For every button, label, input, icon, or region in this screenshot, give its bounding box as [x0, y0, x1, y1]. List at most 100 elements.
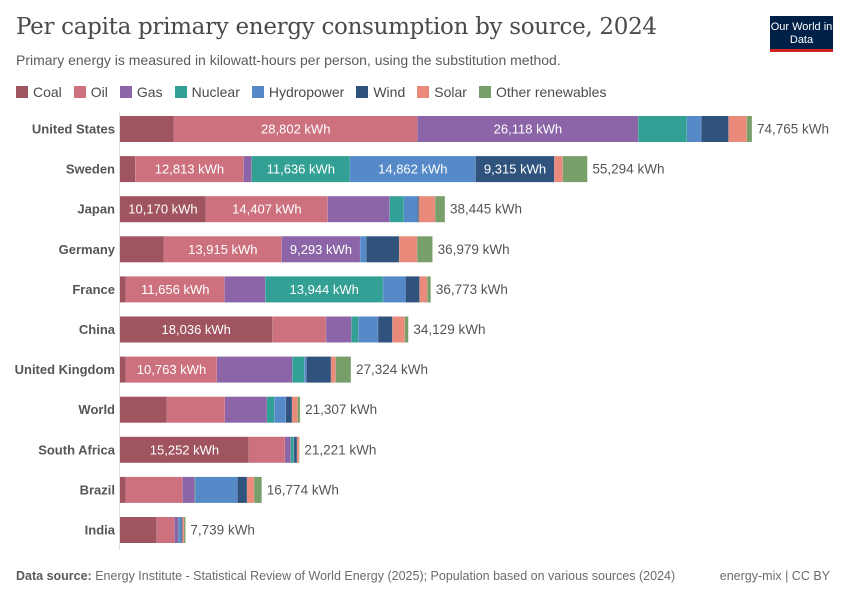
bar-segment-solar[interactable]: [554, 156, 563, 183]
bar-segment-solar[interactable]: [728, 116, 747, 142]
bar-segment-gas[interactable]: [327, 196, 390, 223]
bar-segment-coal[interactable]: [120, 436, 249, 463]
bar-segment-wind[interactable]: [237, 476, 248, 503]
data-source: Data source: Energy Institute - Statisti…: [16, 569, 675, 583]
bar-segment-oil[interactable]: [156, 517, 175, 543]
bar-segment-wind[interactable]: [378, 316, 393, 343]
bar-segment-gas[interactable]: [182, 476, 195, 503]
bar-segment-gas[interactable]: [216, 356, 293, 383]
bar-segment-coal[interactable]: [120, 116, 175, 142]
segment-value-label: 10,763 kWh: [137, 362, 206, 377]
bar-segment-oil[interactable]: [164, 236, 282, 263]
bar-segment-oil[interactable]: [248, 436, 286, 463]
bar-segment-gas[interactable]: [224, 276, 266, 303]
bar-segment-other[interactable]: [184, 517, 186, 543]
bar-segment-other[interactable]: [562, 156, 588, 183]
bar-segment-other[interactable]: [435, 196, 445, 223]
bar-segment-solar[interactable]: [331, 356, 336, 383]
bar-segment-hydro[interactable]: [195, 476, 238, 503]
bar-segment-hydro[interactable]: [179, 517, 182, 543]
bar-segment-coal[interactable]: [120, 356, 127, 383]
owid-logo[interactable]: Our World in Data: [770, 16, 833, 52]
bar-segment-nuclear[interactable]: [251, 156, 351, 183]
legend-item-wind[interactable]: Wind: [356, 84, 405, 100]
bar-segment-other[interactable]: [746, 116, 752, 142]
bar-segment-wind[interactable]: [417, 196, 419, 223]
bar-segment-hydro[interactable]: [686, 116, 702, 142]
bar-segment-wind[interactable]: [286, 396, 293, 423]
legend-item-hydro[interactable]: Hydropower: [251, 84, 344, 100]
bar-segment-coal[interactable]: [120, 316, 273, 343]
legend-item-gas[interactable]: Gas: [119, 84, 163, 100]
total-value-label: 38,445 kWh: [450, 202, 522, 217]
bar-segment-wind[interactable]: [181, 517, 183, 543]
bar-segment-gas[interactable]: [224, 396, 268, 423]
bar-segment-oil[interactable]: [126, 276, 225, 303]
legend-item-solar[interactable]: Solar: [417, 84, 467, 100]
bar-segment-solar[interactable]: [399, 236, 418, 263]
bar-segment-nuclear[interactable]: [290, 436, 294, 463]
bar-segment-nuclear[interactable]: [638, 116, 687, 142]
bar-segment-coal[interactable]: [120, 396, 167, 423]
bar-segment-hydro[interactable]: [304, 356, 307, 383]
bar-segment-wind[interactable]: [306, 356, 332, 383]
bar-segment-other[interactable]: [427, 276, 431, 303]
bar-segment-gas[interactable]: [326, 316, 352, 343]
bar-segment-coal[interactable]: [120, 196, 206, 223]
bar-segment-other[interactable]: [254, 476, 262, 503]
bar-segment-coal[interactable]: [120, 276, 127, 303]
bar-segment-gas[interactable]: [174, 517, 179, 543]
bar-segment-wind[interactable]: [405, 276, 420, 303]
bar-segment-hydro[interactable]: [383, 276, 406, 303]
bar-segment-oil[interactable]: [174, 116, 418, 142]
bar-segment-gas[interactable]: [285, 436, 291, 463]
bar-segment-nuclear[interactable]: [194, 476, 196, 503]
bar-segment-nuclear[interactable]: [267, 396, 275, 423]
bar-segment-solar[interactable]: [392, 316, 405, 343]
bar-segment-coal[interactable]: [120, 236, 165, 263]
bar-segment-other[interactable]: [297, 396, 301, 423]
legend-item-nuclear[interactable]: Nuclear: [174, 84, 240, 100]
bar-segment-nuclear[interactable]: [389, 196, 405, 223]
bar-segment-solar[interactable]: [292, 396, 298, 423]
bar-segment-gas[interactable]: [281, 236, 361, 263]
bar-segment-hydro[interactable]: [404, 196, 418, 223]
legend-item-other[interactable]: Other renewables: [478, 84, 606, 100]
legend-item-oil[interactable]: Oil: [73, 84, 108, 100]
bar-segment-other[interactable]: [417, 236, 433, 263]
bar-segment-hydro[interactable]: [358, 316, 379, 343]
bar-segment-oil[interactable]: [126, 356, 217, 383]
bar-segment-oil[interactable]: [126, 476, 183, 503]
bar-segment-wind[interactable]: [701, 116, 729, 142]
bar-segment-solar[interactable]: [247, 476, 255, 503]
bar-segment-nuclear[interactable]: [265, 276, 384, 303]
bar-segment-oil[interactable]: [135, 156, 244, 183]
bar-segment-solar[interactable]: [418, 196, 436, 223]
bar-segment-coal[interactable]: [120, 476, 127, 503]
legend-item-coal[interactable]: Coal: [16, 84, 62, 100]
bar-segment-oil[interactable]: [205, 196, 328, 223]
bar-segment-nuclear[interactable]: [178, 517, 180, 543]
bar-segment-wind[interactable]: [294, 436, 298, 463]
bar-segment-oil[interactable]: [166, 396, 225, 423]
bar-segment-hydro[interactable]: [360, 236, 367, 263]
bar-segment-gas[interactable]: [243, 156, 252, 183]
bar-segment-hydro[interactable]: [350, 156, 476, 183]
bar-segment-other[interactable]: [404, 316, 409, 343]
bar-segment-coal[interactable]: [120, 156, 136, 183]
license[interactable]: energy-mix | CC BY: [719, 569, 830, 583]
bar-segment-oil[interactable]: [272, 316, 327, 343]
bar-segment-gas[interactable]: [417, 116, 639, 142]
bar-segment-hydro[interactable]: [274, 396, 287, 423]
total-value-label: 36,979 kWh: [438, 242, 510, 257]
bar-segment-nuclear[interactable]: [351, 316, 359, 343]
bar-segment-nuclear[interactable]: [292, 356, 305, 383]
bar-segment-solar[interactable]: [419, 276, 428, 303]
bar-segment-coal[interactable]: [120, 517, 157, 543]
bar-segment-wind[interactable]: [366, 236, 400, 263]
bar-segment-wind[interactable]: [475, 156, 555, 183]
bar-segment-solar[interactable]: [297, 436, 300, 463]
bar-segment-solar[interactable]: [182, 517, 185, 543]
bar-segment-other[interactable]: [335, 356, 351, 383]
